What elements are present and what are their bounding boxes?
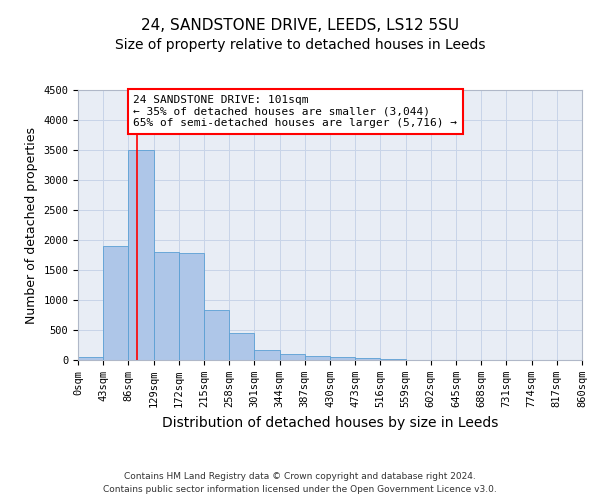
Bar bbox=[179, 253, 204, 360]
Bar bbox=[103, 246, 128, 360]
Text: Size of property relative to detached houses in Leeds: Size of property relative to detached ho… bbox=[115, 38, 485, 52]
Bar bbox=[330, 358, 355, 360]
Bar bbox=[128, 150, 154, 360]
Text: 24, SANDSTONE DRIVE, LEEDS, LS12 5SU: 24, SANDSTONE DRIVE, LEEDS, LS12 5SU bbox=[141, 18, 459, 32]
Bar bbox=[254, 350, 280, 360]
Text: Contains HM Land Registry data © Crown copyright and database right 2024.: Contains HM Land Registry data © Crown c… bbox=[124, 472, 476, 481]
Bar bbox=[380, 359, 406, 360]
Text: 24 SANDSTONE DRIVE: 101sqm
← 35% of detached houses are smaller (3,044)
65% of s: 24 SANDSTONE DRIVE: 101sqm ← 35% of deta… bbox=[133, 95, 457, 128]
Bar bbox=[204, 310, 229, 360]
Text: Contains public sector information licensed under the Open Government Licence v3: Contains public sector information licen… bbox=[103, 485, 497, 494]
X-axis label: Distribution of detached houses by size in Leeds: Distribution of detached houses by size … bbox=[162, 416, 498, 430]
Bar bbox=[78, 357, 103, 360]
Bar bbox=[280, 354, 305, 360]
Bar bbox=[355, 358, 380, 360]
Bar bbox=[229, 333, 254, 360]
Bar bbox=[305, 356, 330, 360]
Bar bbox=[154, 252, 179, 360]
Y-axis label: Number of detached properties: Number of detached properties bbox=[25, 126, 38, 324]
